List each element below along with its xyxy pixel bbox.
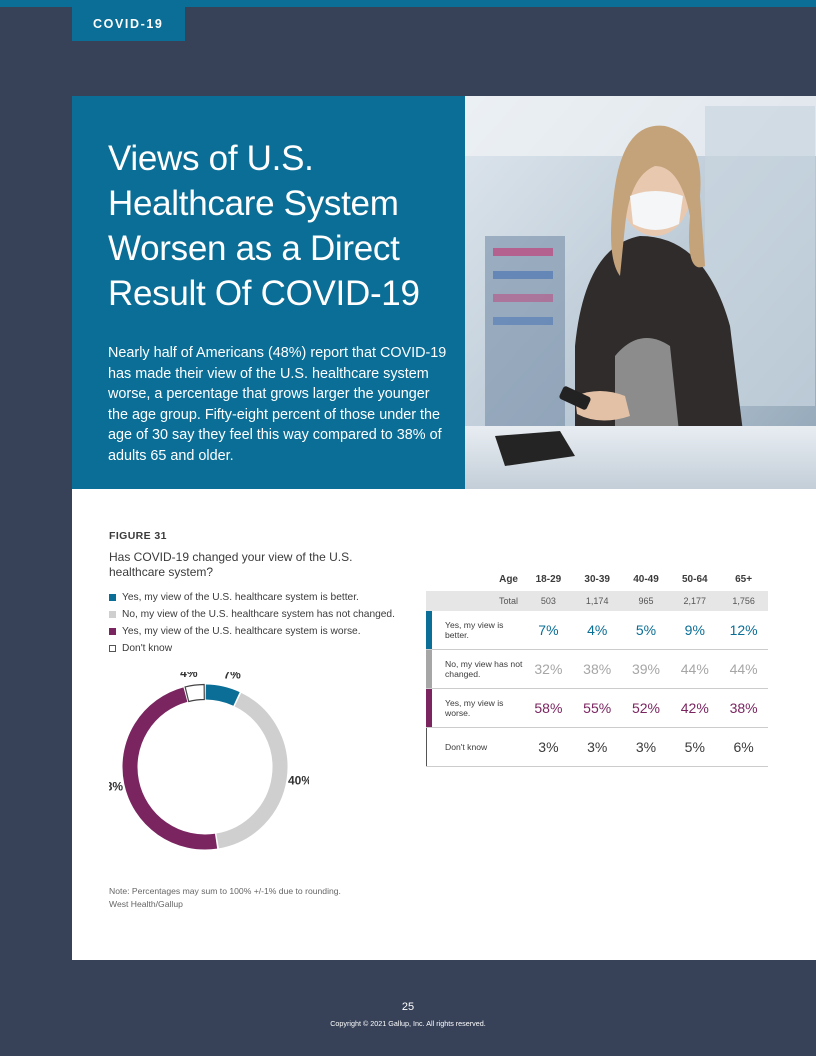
legend-swatch <box>109 611 116 618</box>
footnote-source: West Health/Gallup <box>109 899 183 909</box>
table-row-better: Yes, my view is better. 7% 4% 5% 9% 12% <box>426 611 768 650</box>
row-accent <box>426 728 432 766</box>
row-value: 38% <box>729 700 758 716</box>
row-value: 39% <box>631 661 660 677</box>
column-header: 50-64 <box>682 573 708 585</box>
row-value: 3% <box>635 739 657 755</box>
legend-item-dont-know: Don't know <box>109 640 395 657</box>
table-row-dont-know: Don't know 3% 3% 3% 5% 6% <box>426 728 768 767</box>
total-value: 2,177 <box>683 596 707 606</box>
row-value: 9% <box>684 622 705 638</box>
row-value: 3% <box>538 739 559 755</box>
row-value: 3% <box>587 739 608 755</box>
legend-item-worse: Yes, my view of the U.S. healthcare syst… <box>109 623 395 640</box>
table-row-not-changed: No, my view has not changed. 32% 38% 39% 44%… <box>426 650 768 689</box>
row-label: No, my view has not changed. <box>445 659 523 679</box>
section-tag: COVID-19 <box>72 7 185 41</box>
page-number: 25 <box>401 1001 415 1013</box>
footnote-note: Note: Percentages may sum to 100% +/-1% … <box>109 886 341 896</box>
legend-swatch <box>109 628 116 635</box>
donut-data-label: 40% <box>288 774 309 788</box>
total-label: Total <box>498 596 518 606</box>
table-body: Yes, my view is better. 7% 4% 5% 9% 12% No, my… <box>426 611 768 767</box>
copyright: Copyright © 2021 Gallup, Inc. All rights… <box>330 1019 486 1028</box>
legend-item-better: Yes, my view of the U.S. healthcare syst… <box>109 589 395 606</box>
legend-label: Don't know <box>122 643 173 654</box>
row-value: 58% <box>534 700 563 716</box>
top-accent-bar <box>0 0 816 7</box>
row-value: 52% <box>631 700 660 716</box>
total-value: 965 <box>638 596 654 606</box>
figure-panel: FIGURE 31 Has COVID-19 changed your view… <box>72 489 816 960</box>
legend-label: No, my view of the U.S. healthcare syste… <box>122 609 395 620</box>
donut-chart: 7% 40% 48% 4% <box>109 672 309 850</box>
total-row: Total 503 1,174 965 2,177 1,756 <box>426 591 768 611</box>
hero-photo <box>465 96 816 489</box>
row-value: 38% <box>583 661 612 677</box>
row-accent <box>426 611 432 649</box>
table-header-row: Age 18-29 30-39 40-49 50-64 65+ <box>426 567 768 591</box>
row-value: 5% <box>684 739 705 755</box>
row-value: 55% <box>583 700 612 716</box>
legend-swatch <box>109 594 116 601</box>
total-value: 1,756 <box>732 596 755 606</box>
masked-woman-paying-photo <box>465 96 816 489</box>
row-value: 7% <box>538 622 559 638</box>
column-header: 65+ <box>735 573 753 585</box>
row-value: 4% <box>587 622 608 638</box>
row-label: Don't know <box>445 742 488 752</box>
row-accent <box>426 650 432 688</box>
row-value: 6% <box>733 739 754 755</box>
legend-swatch <box>109 645 116 652</box>
row-value: 42% <box>680 700 709 716</box>
table-row-worse: Yes, my view is worse. 58% 55% 52% 42% 38% <box>426 689 768 728</box>
row-value: 44% <box>680 661 709 677</box>
column-header: 40-49 <box>633 573 659 585</box>
donut-data-label: 7% <box>223 672 241 681</box>
row-label: Yes, my view is better. <box>445 620 504 640</box>
total-value: 1,174 <box>585 596 609 606</box>
row-value: 44% <box>729 661 758 677</box>
donut-slice-dont-know <box>185 684 205 702</box>
page-title: Views of U.S. Healthcare System Worsen a… <box>108 139 420 313</box>
row-label: Yes, my view is worse. <box>445 698 504 718</box>
total-value: 503 <box>540 596 556 606</box>
donut-slice-worse <box>122 687 218 850</box>
hero-summary: Nearly half of Americans (48%) report th… <box>108 345 447 464</box>
row-accent <box>426 689 432 727</box>
chart-legend: Yes, my view of the U.S. healthcare syst… <box>109 589 395 657</box>
donut-slice-outline <box>184 683 205 703</box>
donut-slice-not-changed <box>216 692 288 849</box>
donut-data-label: 4% <box>180 672 198 680</box>
donut-slice-better <box>205 684 240 706</box>
donut-data-label: 48% <box>109 780 123 794</box>
column-header: 18-29 <box>535 573 562 585</box>
legend-label: Yes, my view of the U.S. healthcare syst… <box>122 592 359 603</box>
figure-question: Has COVID-19 changed your view of the U.… <box>109 550 353 579</box>
age-breakdown-table: Age 18-29 30-39 40-49 50-64 65+ Total 50… <box>426 567 768 767</box>
legend-item-not-changed: No, my view of the U.S. healthcare syste… <box>109 606 395 623</box>
footnote: Note: Percentages may sum to 100% +/-1% … <box>109 885 341 911</box>
figure-label: FIGURE 31 <box>109 530 167 542</box>
row-value: 5% <box>635 622 657 638</box>
column-header: 30-39 <box>584 573 610 585</box>
row-value: 12% <box>729 622 758 638</box>
age-label: Age <box>499 573 518 585</box>
hero-panel: Views of U.S. Healthcare System Worsen a… <box>72 96 465 489</box>
legend-label: Yes, my view of the U.S. healthcare syst… <box>122 626 361 637</box>
row-value: 32% <box>534 661 563 677</box>
